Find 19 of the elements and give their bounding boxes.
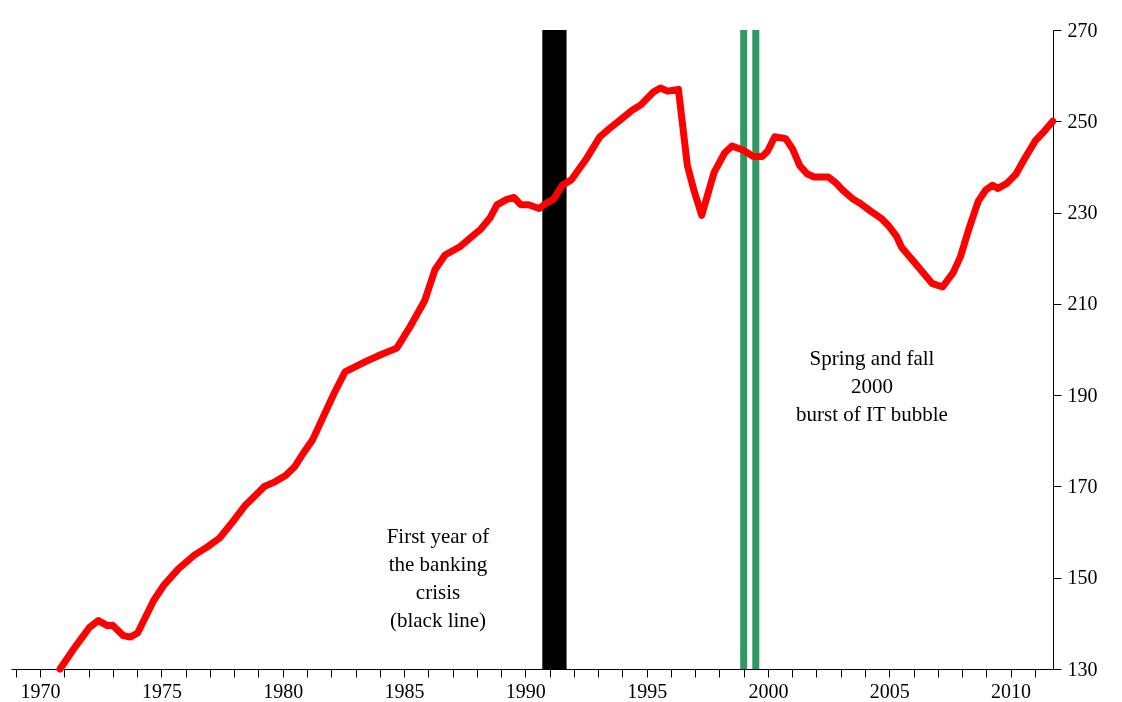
y-tick-label: 210	[1067, 292, 1098, 315]
x-tick-label: 1985	[384, 679, 425, 702]
y-tick-label: 150	[1067, 566, 1098, 589]
x-tick-label: 1975	[141, 679, 182, 702]
x-tick-label: 2005	[869, 679, 910, 702]
x-tick-label: 2010	[991, 679, 1032, 702]
y-tick-label: 190	[1067, 383, 1098, 406]
y-tick-label: 130	[1067, 657, 1098, 680]
annotation: First year of the banking crisis (black line)	[386, 524, 490, 632]
x-tick-label: 1980	[263, 679, 304, 702]
x-tick-label: 2000	[748, 679, 789, 702]
x-tick-label: 1970	[20, 679, 61, 702]
y-tick-label: 270	[1067, 18, 1098, 41]
x-tick-label: 1995	[627, 679, 668, 702]
y-tick-label: 250	[1067, 109, 1098, 132]
x-tick-label: 1990	[505, 679, 546, 702]
y-tick-label: 230	[1067, 201, 1098, 224]
y-tick-label: 170	[1067, 474, 1098, 497]
annotation: Spring and fall 2000 burst of IT bubble	[796, 346, 948, 426]
